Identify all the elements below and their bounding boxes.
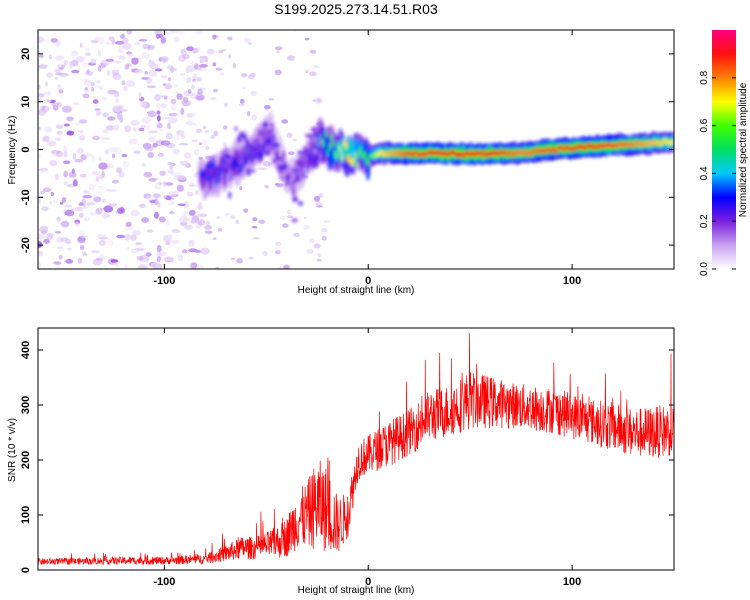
spectrogram-ridge bbox=[197, 98, 674, 223]
snr-x-label: Height of straight line (km) bbox=[298, 585, 415, 596]
spectrogram-noise-blobs bbox=[38, 30, 330, 269]
spectrogram-x-tick-label: 100 bbox=[563, 275, 581, 287]
snr-frame bbox=[37, 327, 675, 571]
spectrogram-x-ticks: -100 0 100 bbox=[153, 30, 581, 287]
snr-y-tick-label: 200 bbox=[20, 451, 32, 469]
spectrogram-y-tick-label: 10 bbox=[20, 96, 32, 108]
spectrogram-y-tick-label: -10 bbox=[20, 189, 32, 205]
snr-y-tick-label: 400 bbox=[20, 341, 32, 359]
snr-y-tick-label: 0 bbox=[20, 567, 32, 573]
snr-x-ticks: -100 0 100 bbox=[153, 328, 581, 588]
colorbar-label: Normalized spectral amplitude bbox=[738, 82, 749, 217]
colorbar-tick-label: 0.0 bbox=[699, 262, 710, 276]
colorbar-tick-label: 0.2 bbox=[699, 214, 710, 228]
spectrogram-x-label: Height of straight line (km) bbox=[298, 285, 415, 296]
colorbar-tick-label: 0.6 bbox=[699, 118, 710, 132]
spectrogram-y-tick-label: -20 bbox=[20, 237, 32, 253]
colorbar-scale bbox=[712, 30, 736, 269]
spectrogram-y-tick-label: 20 bbox=[20, 48, 32, 60]
chart-title: S199.2025.273.14.51.R03 bbox=[274, 1, 438, 17]
colorbar-ticks: 0.0 0.2 0.4 0.6 0.8 bbox=[699, 70, 736, 276]
snr-panel: -100 0 100 0 100 200 300 400 Height of straigh… bbox=[7, 327, 675, 596]
snr-y-tick-label: 100 bbox=[20, 506, 32, 524]
snr-x-tick-label: 0 bbox=[365, 576, 371, 588]
snr-y-tick-label: 300 bbox=[20, 396, 32, 414]
snr-x-tick-label: 100 bbox=[563, 576, 581, 588]
colorbar-tick-label: 0.4 bbox=[699, 166, 710, 180]
snr-y-ticks: 0 100 200 300 400 bbox=[20, 341, 674, 573]
snr-y-label: SNR (10 * v/v) bbox=[7, 418, 18, 482]
spectrogram-x-tick-label: -100 bbox=[153, 275, 175, 287]
snr-x-tick-label: -100 bbox=[153, 576, 175, 588]
colorbar: 0.0 0.2 0.4 0.6 0.8 Normalized spectral ampl… bbox=[699, 30, 749, 276]
spectrogram-x-tick-label: 0 bbox=[365, 275, 371, 287]
spectrogram-y-tick-label: 0 bbox=[20, 146, 32, 152]
spectrogram-y-label: Frequency (Hz) bbox=[7, 116, 18, 185]
spectrogram-y-ticks: -20 -10 0 10 20 bbox=[20, 48, 674, 253]
snr-series-line bbox=[38, 333, 674, 566]
colorbar-tick-label: 0.8 bbox=[699, 70, 710, 84]
